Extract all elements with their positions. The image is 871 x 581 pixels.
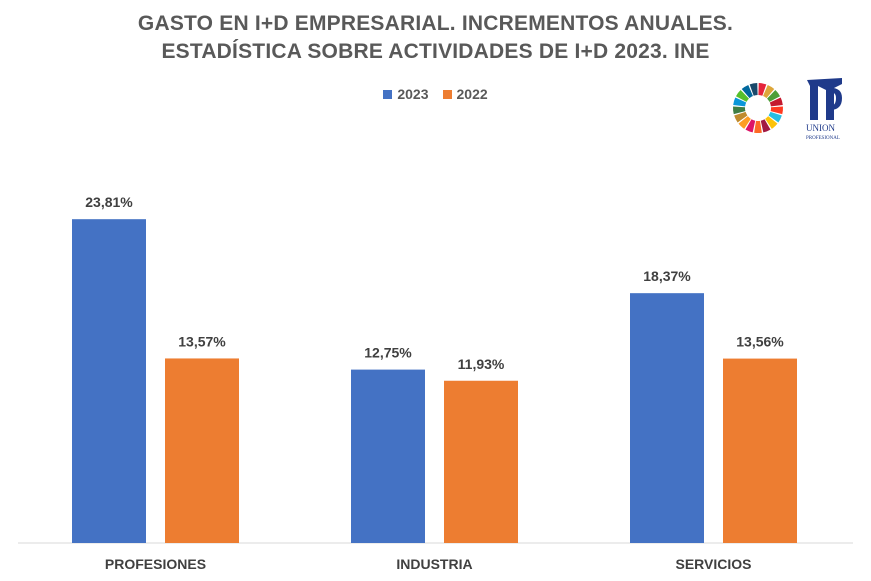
- union-profesional-logo-line2: PROFESIONAL: [806, 136, 840, 141]
- sdg-wheel-segment: [738, 116, 751, 129]
- sdg-wheel-segment: [733, 106, 746, 115]
- category-label-industria: INDUSTRIA: [396, 556, 472, 572]
- data-label-industria-2022: 11,93%: [458, 356, 505, 372]
- logos: UNION PROFESIONAL: [733, 78, 842, 141]
- sdg-wheel-segment: [769, 97, 783, 107]
- bar-profesiones-2022: [165, 358, 239, 543]
- bar-profesiones-2023: [72, 219, 146, 543]
- sdg-wheel-segment: [733, 97, 747, 107]
- sdg-wheel-segment: [768, 111, 782, 123]
- sdg-wheel-segment: [770, 106, 783, 115]
- sdg-wheel-segment: [758, 83, 767, 96]
- bar-industria-2022: [444, 380, 518, 543]
- union-profesional-logo: UNION PROFESIONAL: [806, 78, 842, 141]
- legend-swatch-2022: [442, 89, 452, 99]
- sdg-wheel-segment: [767, 90, 781, 102]
- legend-item-2022: 2022: [442, 86, 488, 102]
- sdg-wheel-logo: [733, 83, 783, 133]
- legend-swatch-2023: [383, 89, 393, 99]
- union-profesional-logo-line1: UNION: [806, 123, 835, 133]
- sdg-wheel-segment: [765, 116, 778, 129]
- bar-industria-2023: [351, 369, 425, 543]
- data-label-industria-2023: 12,75%: [364, 345, 412, 361]
- data-label-profesiones-2022: 13,57%: [178, 333, 226, 349]
- legend-label-2022: 2022: [456, 86, 488, 102]
- sdg-wheel-segment: [745, 119, 756, 133]
- bar-servicios-2022: [723, 358, 797, 543]
- sdg-wheel-segment: [741, 84, 753, 99]
- data-label-profesiones-2023: 23,81%: [85, 194, 133, 210]
- sdg-wheel-segment: [760, 119, 771, 133]
- data-label-servicios-2022: 13,56%: [736, 334, 784, 350]
- chart-title: GASTO EN I+D EMPRESARIAL. INCREMENTOS AN…: [0, 10, 871, 66]
- sdg-wheel-segment: [749, 83, 758, 96]
- category-label-servicios: SERVICIOS: [676, 556, 752, 572]
- sdg-wheel-segment: [734, 111, 748, 123]
- category-label-profesiones: PROFESIONES: [105, 556, 206, 572]
- chart-title-line-1: GASTO EN I+D EMPRESARIAL. INCREMENTOS AN…: [137, 12, 734, 35]
- chart-title-line-2: ESTADÍSTICA SOBRE ACTIVIDADES DE I+D 202…: [161, 40, 710, 63]
- legend-item-2023: 2023: [383, 86, 429, 102]
- legend-label-2023: 2023: [397, 86, 429, 102]
- sdg-wheel-segment: [754, 120, 762, 133]
- sdg-wheel-segment: [763, 84, 775, 99]
- chart-legend: 2023 2022: [0, 86, 871, 102]
- bar-servicios-2023: [630, 293, 704, 543]
- sdg-wheel-segment: [735, 90, 749, 102]
- data-label-servicios-2023: 18,37%: [643, 268, 691, 284]
